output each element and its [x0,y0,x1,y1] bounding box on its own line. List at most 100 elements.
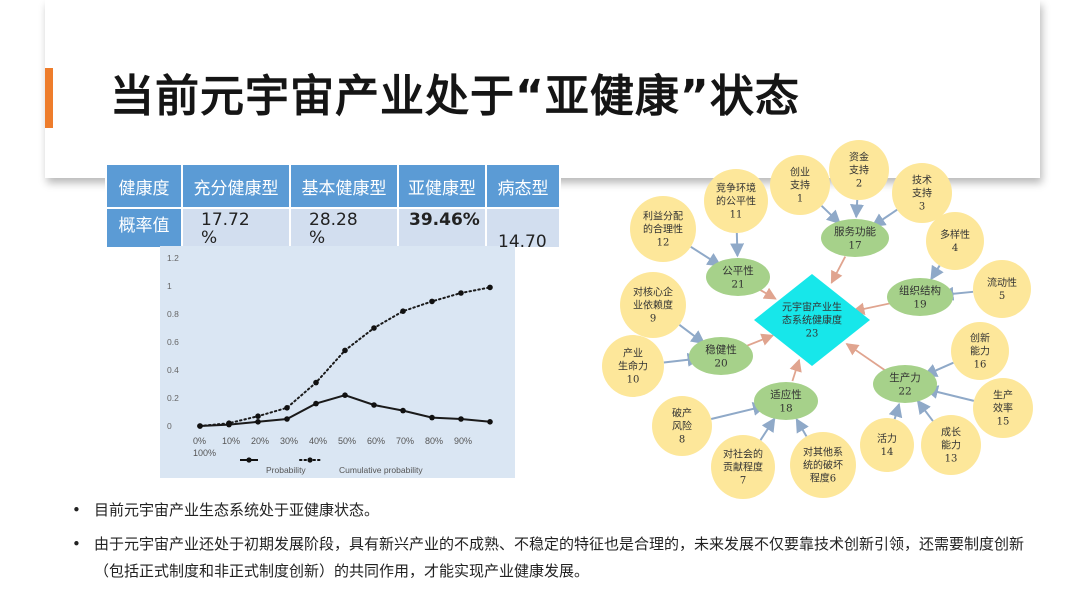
data-point [487,284,493,291]
data-point [458,290,464,296]
node-label: 1 [797,194,803,205]
y-tick-label: 1 [167,281,172,291]
legend-label: Probability [266,465,306,475]
table-cell-value: 28.28 [309,210,358,230]
diagram-arrow [730,232,745,258]
indicator-node [973,260,1031,318]
node-label: 流动性 [987,276,1017,289]
y-tick-label: 0 [167,421,172,431]
table-row: 概率值 17.72 % 28.28 % 39.46% [105,207,561,249]
table-header-cell: 病态型 [485,163,561,209]
node-label: 5 [999,291,1005,302]
diagram-arrow [795,417,809,437]
table-cell [485,207,561,249]
dimension-node [754,382,818,420]
table-cell: 28.28 % [289,207,399,249]
node-label: 创新 [970,332,990,345]
table-cell: 39.46% [397,207,487,249]
node-label: 7 [740,476,746,487]
table-cell: 17.72 % [181,207,291,249]
health-probability-table: 健康度 充分健康型 基本健康型 亚健康型 病态型 概率值 17.72 % 28.… [105,163,561,249]
data-point [226,420,232,426]
node-label: 竞争环境 [716,182,756,195]
indicator-node [926,212,984,270]
indicator-node [652,396,712,456]
table-header-cell: 基本健康型 [289,163,399,209]
legend-label: Cumulative probability [339,465,423,475]
node-label: 对其他系 [803,446,843,459]
table-cell-value: 17.72 [201,210,250,230]
node-label: 10 [627,375,640,386]
diagram-arrow [789,358,802,382]
diagram-arrow [759,417,776,441]
node-label: 效率 [993,402,1013,415]
node-label: 活力 [877,432,897,445]
diagram-arrow [930,264,944,281]
data-point [342,347,348,354]
table-header-row: 健康度 充分健康型 基本健康型 亚健康型 病态型 [105,163,561,209]
node-label: 能力 [970,345,990,358]
node-label: 生产 [993,389,1013,402]
node-label: 程度6 [810,472,836,485]
x-tick-label: 100% [193,448,216,458]
x-tick-label: 20% [251,436,269,446]
bullet-marker: • [72,501,81,519]
table-header-cell: 亚健康型 [397,163,487,209]
table-header-cell: 健康度 [105,163,183,209]
y-tick-label: 1.2 [167,253,179,263]
indicator-node [973,378,1033,438]
node-label: 13 [945,454,958,465]
node-label: 多样性 [940,228,970,241]
data-point [400,407,406,414]
indicator-node [602,335,664,397]
page-title: 当前元宇宙产业处于“亚健康”状态 [110,71,800,122]
node-label: 18 [779,402,792,414]
node-label: 破产 [672,407,692,420]
bullet-marker: • [72,535,81,553]
diagram-arrow [820,205,841,225]
indicator-node [892,163,952,223]
data-point [487,419,493,425]
bullet-list: • 目前元宇宙产业生态系统处于亚健康状态。 • 由于元宇宙产业还处于初期发展阶段… [70,497,1030,592]
table-row-label: 概率值 [105,207,183,249]
x-tick-label: 90% [454,436,472,446]
node-label: 稳健性 [705,343,737,356]
node-label: 12 [657,238,670,249]
node-label: 19 [913,298,926,310]
y-tick-label: 0.8 [167,309,179,319]
node-label: 产业 [623,347,643,360]
node-label: 的合理性 [643,223,683,236]
node-label: 统的破坏 [803,459,843,472]
data-point [313,400,319,407]
x-tick-label: 70% [396,436,414,446]
node-label: 4 [952,243,958,254]
diagram-arrow [690,245,722,267]
data-point [255,413,261,419]
bullet-item: • 目前元宇宙产业生态系统处于亚健康状态。 [70,497,1030,524]
data-point [429,414,435,421]
data-point [284,416,290,422]
node-label: 态系统健康度 [782,314,842,327]
dimension-node [689,337,753,375]
y-tick-label: 0.4 [167,365,179,375]
center-node [754,274,870,366]
node-label: 3 [919,202,925,213]
indicator-node [829,140,889,200]
node-label: 利益分配 [643,210,683,223]
dimension-node [706,258,770,296]
node-label: 对社会的 [723,448,763,461]
y-tick-label: 0.2 [167,393,179,403]
dimension-node [821,219,889,257]
overflow-table-value: 14.70 [498,232,547,252]
node-label: 组织结构 [899,284,941,297]
indicator-node [790,432,856,498]
data-point [400,308,406,314]
node-label: 成长 [941,427,961,439]
x-tick-label: 30% [280,436,298,446]
node-label: 能力 [941,439,961,452]
node-label: 服务功能 [834,225,876,238]
node-label: 适应性 [770,388,802,401]
table-cell-value: 39.46% [409,210,480,230]
node-label: 支持 [790,179,810,192]
table-cell-suffix: % [201,228,218,248]
